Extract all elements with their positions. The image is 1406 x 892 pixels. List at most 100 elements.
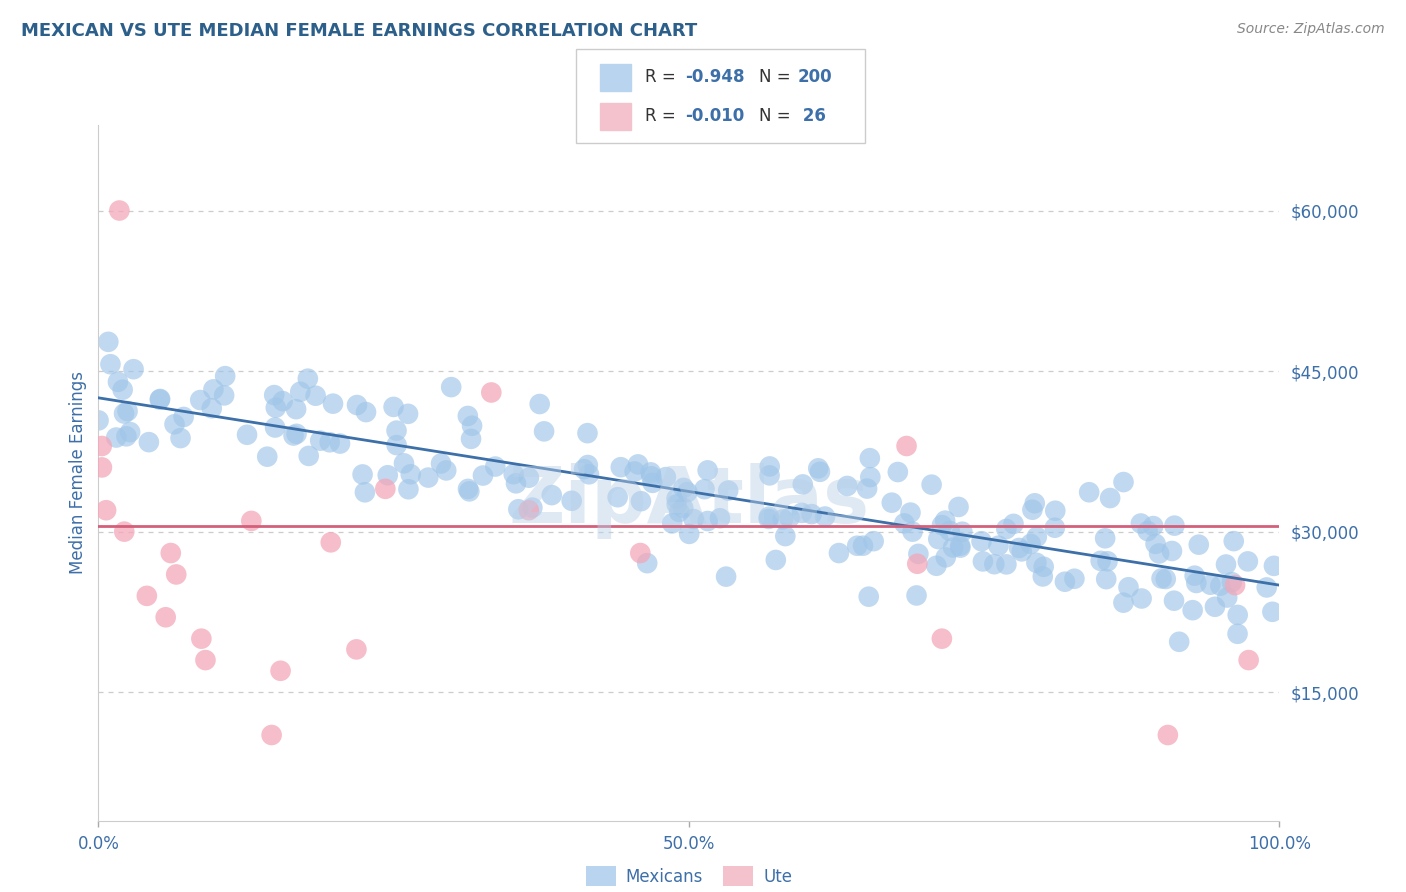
Point (115, 429, 138, 443)
Point (1188, 538, 1211, 552)
Point (665, 497, 688, 511)
Point (298, 449, 321, 463)
Point (949, 541, 972, 555)
Point (374, 482, 396, 496)
Point (987, 539, 1010, 553)
Point (893, 516, 915, 531)
Point (856, 482, 879, 496)
Point (112, 524, 135, 539)
Point (693, 482, 716, 496)
Y-axis label: Median Female Earnings: Median Female Earnings (69, 371, 87, 574)
Point (1053, 574, 1076, 589)
Point (779, 511, 801, 525)
Point (714, 569, 737, 583)
Point (318, 435, 340, 450)
Point (329, 436, 352, 450)
Point (1157, 728, 1180, 742)
Point (939, 524, 962, 538)
Point (460, 432, 482, 446)
Point (925, 558, 948, 573)
Text: -0.948: -0.948 (685, 69, 744, 87)
Point (87, 413, 110, 427)
Point (814, 509, 837, 524)
Point (901, 524, 924, 539)
Point (149, 392, 172, 407)
Point (399, 467, 422, 482)
Point (983, 558, 1005, 572)
Text: MEXICAN VS UTE MEDIAN FEMALE EARNINGS CORRELATION CHART: MEXICAN VS UTE MEDIAN FEMALE EARNINGS CO… (21, 22, 697, 40)
Point (105, 431, 128, 445)
Point (1185, 576, 1208, 591)
Point (112, 407, 135, 421)
Point (194, 653, 217, 667)
Point (508, 502, 530, 516)
Point (1095, 572, 1118, 586)
Point (672, 500, 695, 515)
Point (264, 420, 287, 434)
Point (655, 470, 678, 484)
Point (94, 503, 117, 517)
Point (479, 385, 502, 400)
Point (1215, 558, 1237, 572)
Point (1154, 572, 1177, 586)
Text: 200: 200 (797, 69, 832, 87)
Point (418, 470, 440, 484)
Point (290, 384, 312, 399)
Point (1237, 653, 1260, 667)
Point (522, 500, 544, 515)
Point (859, 470, 882, 484)
Point (1078, 485, 1101, 500)
Point (169, 431, 191, 445)
Point (1090, 554, 1112, 568)
Point (1002, 516, 1025, 531)
Point (173, 409, 195, 424)
Point (202, 383, 225, 397)
Point (1112, 475, 1135, 489)
Point (1025, 530, 1047, 544)
Point (606, 490, 628, 504)
Point (640, 466, 662, 480)
Point (995, 522, 1018, 536)
Point (905, 557, 928, 571)
Text: ZipAtlas: ZipAtlas (509, 463, 869, 539)
Point (430, 457, 453, 471)
Point (949, 539, 972, 553)
Point (995, 558, 1018, 572)
Point (1181, 603, 1204, 617)
Point (201, 401, 224, 416)
Point (120, 425, 142, 439)
Point (505, 476, 527, 491)
Point (190, 632, 212, 646)
Point (572, 462, 595, 476)
Point (533, 425, 555, 439)
Point (517, 503, 540, 517)
Point (942, 541, 965, 555)
Point (304, 389, 326, 403)
Point (297, 372, 319, 386)
Point (678, 527, 700, 541)
Point (1025, 556, 1047, 570)
Point (576, 426, 599, 441)
Point (471, 468, 494, 483)
Point (1129, 516, 1152, 531)
Point (352, 467, 374, 482)
Point (457, 482, 479, 496)
Point (859, 451, 882, 466)
Point (775, 529, 797, 543)
Point (1222, 534, 1244, 549)
Point (256, 450, 278, 464)
Point (972, 554, 994, 568)
Point (1237, 554, 1260, 568)
Point (934, 514, 956, 528)
Point (1168, 634, 1191, 648)
Point (434, 463, 457, 477)
Point (461, 418, 484, 433)
Point (931, 518, 953, 533)
Point (1226, 627, 1249, 641)
Point (800, 507, 823, 521)
Point (807, 461, 830, 475)
Point (1021, 502, 1043, 516)
Point (682, 512, 704, 526)
Point (214, 369, 236, 384)
Point (852, 539, 875, 553)
